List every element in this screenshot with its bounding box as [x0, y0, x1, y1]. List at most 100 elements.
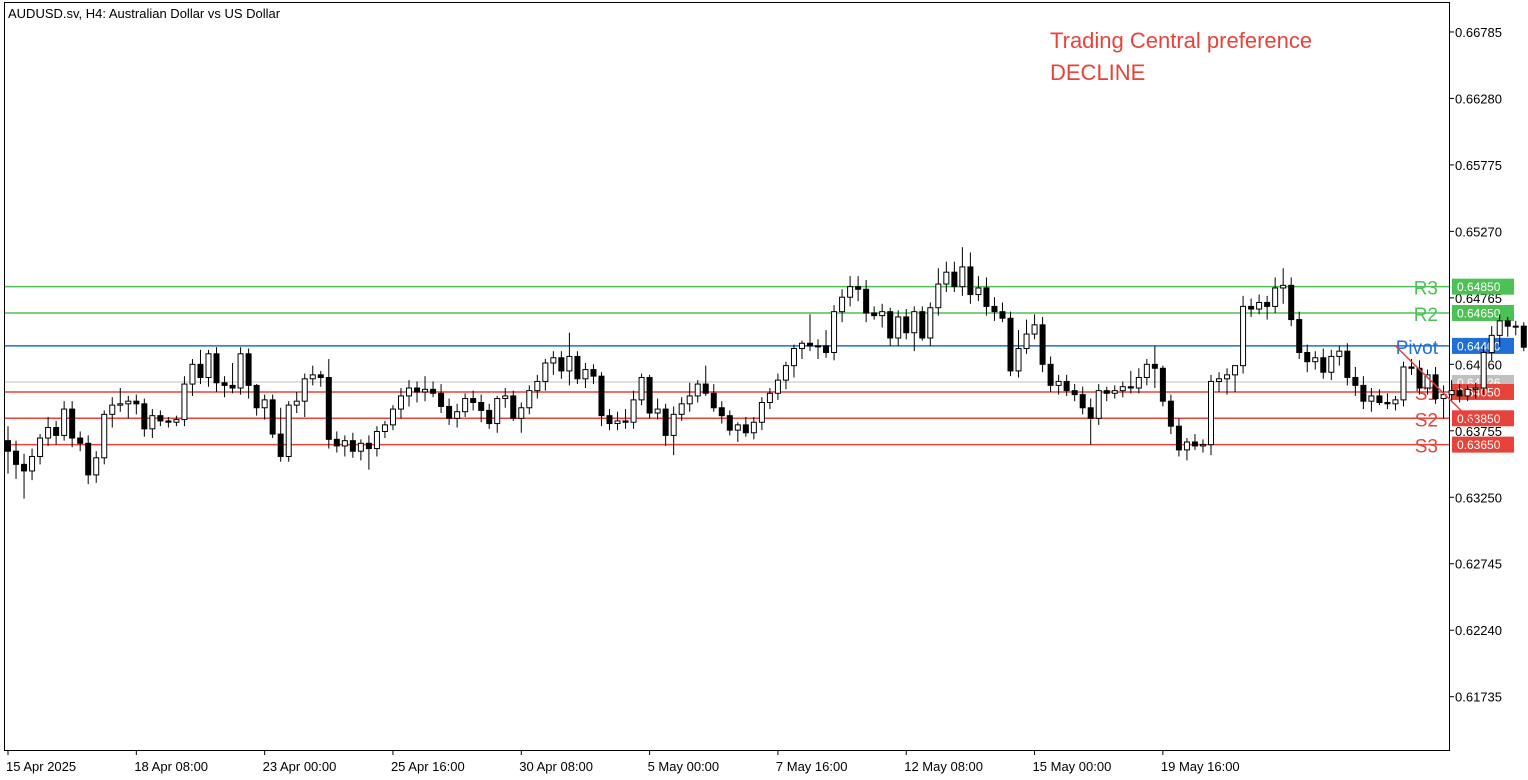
candle-body-bull	[630, 399, 637, 423]
level-label-r3: R3	[1414, 279, 1438, 300]
candle-body-bear	[213, 353, 220, 384]
candle-body-bull	[389, 408, 396, 426]
candle-body-bull	[1216, 378, 1223, 382]
candle-body-bull	[1392, 399, 1399, 405]
y-tick-label: 0.66280	[1455, 91, 1502, 106]
candle-body-bull	[1448, 390, 1455, 396]
x-tick-label: 15 Apr 2025	[6, 759, 76, 774]
candle-body-bear	[951, 271, 958, 288]
y-tick-label: 0.62745	[1455, 557, 1502, 572]
candle-body-bear	[141, 403, 148, 430]
candle-body-bull	[1135, 376, 1142, 389]
x-tick-label: 12 May 08:00	[904, 759, 983, 774]
candle-body-bear	[1520, 325, 1527, 348]
y-tick-label: 0.66785	[1455, 25, 1502, 40]
candle-body-bull	[373, 430, 380, 450]
candle-body-bear	[1344, 350, 1351, 378]
candle-body-bull	[1031, 324, 1038, 335]
candle-body-bull	[1119, 386, 1126, 392]
candle-body-bear	[1079, 394, 1086, 409]
candle-body-bull	[839, 296, 846, 313]
candle-body-bear	[1360, 384, 1367, 402]
candle-body-bear	[1175, 425, 1182, 451]
candle-body-bear	[919, 311, 926, 339]
x-tick-label: 5 May 00:00	[648, 759, 720, 774]
candle-body-bull	[526, 390, 533, 409]
candle-body-bull	[1312, 357, 1319, 363]
candle-body-bear	[349, 440, 356, 452]
candle-body-bear	[710, 392, 717, 409]
candle-body-bear	[863, 288, 870, 314]
candle-body-bear	[325, 376, 332, 440]
y-tick-label: 0.65775	[1455, 158, 1502, 173]
candle-body-bull	[1488, 334, 1495, 353]
x-tick-label: 19 May 16:00	[1161, 759, 1240, 774]
level-tag-r3	[1452, 278, 1514, 295]
candle-body-bull	[422, 388, 429, 393]
candle-body-bear	[317, 374, 324, 378]
candle-body-bull	[1256, 301, 1263, 310]
candle-body-bear	[1151, 363, 1158, 369]
candle-body-bear	[590, 369, 597, 377]
candle-body-bear	[165, 420, 172, 423]
level-label-s1: S1	[1415, 384, 1438, 405]
candle-body-bull	[125, 400, 132, 405]
candle-body-bull	[734, 424, 741, 431]
forecast-arrow-head	[1465, 415, 1477, 427]
candle-body-bear	[1248, 305, 1255, 310]
candle-body-bull	[550, 357, 557, 364]
candle-body-bull	[29, 455, 36, 472]
candle-body-bull	[494, 398, 501, 425]
candle-body-bull	[1272, 287, 1279, 307]
candle-body-bear	[903, 316, 910, 334]
candle-body-bear	[133, 400, 140, 405]
candle-body-bear	[991, 305, 998, 313]
candle-body-bull	[149, 415, 156, 430]
candle-body-bull	[45, 427, 52, 439]
candle-body-bull	[1472, 387, 1479, 390]
candle-body-bear	[1264, 301, 1271, 307]
candle-body-bear	[1408, 366, 1415, 369]
y-axis: 0.667850.662800.657750.652700.647650.642…	[1449, 25, 1502, 705]
candle-body-bull	[694, 383, 701, 397]
candle-body-bull	[1368, 395, 1375, 402]
candle-body-bull	[381, 424, 388, 432]
candle-body-bear	[438, 392, 445, 407]
candle-body-bull	[101, 413, 108, 459]
y-tick-label: 0.64260	[1455, 357, 1502, 372]
candle-body-bear	[486, 409, 493, 425]
level-label-s2: S2	[1415, 410, 1438, 431]
candle-body-bull	[502, 395, 509, 400]
candle-body-bull	[1143, 363, 1150, 378]
candle-body-bear	[558, 357, 565, 372]
candle-body-bull	[935, 283, 942, 309]
candle-body-bear	[1456, 390, 1463, 397]
candle-body-bull	[261, 399, 268, 409]
candle-body-bear	[478, 401, 485, 411]
candle-body-bull	[670, 413, 677, 436]
candle-body-bull	[1224, 374, 1231, 380]
candle-body-bull	[1183, 441, 1190, 451]
candle-body-bull	[943, 271, 950, 285]
candle-body-bull	[1480, 351, 1487, 389]
x-tick-label: 30 Apr 08:00	[519, 759, 593, 774]
candle-body-bull	[397, 395, 404, 410]
candle-body-bull	[895, 316, 902, 339]
candle-body-bear	[221, 382, 228, 386]
level-tag-pivot	[1452, 337, 1514, 354]
candle-body-bull	[1208, 380, 1214, 446]
candle-body-bull	[686, 395, 693, 405]
candle-body-bear	[1047, 363, 1054, 386]
candle-body-bear	[69, 408, 76, 439]
level-label-r2: R2	[1414, 305, 1438, 326]
candle-body-bear	[430, 388, 437, 394]
forecast-overlay	[1394, 345, 1477, 427]
candle-body-bear	[470, 398, 477, 403]
candle-body-bull	[1336, 350, 1343, 357]
candle-body-bull	[518, 407, 525, 419]
candle-body-bull	[1512, 325, 1519, 328]
candle-body-bear	[726, 415, 733, 431]
candle-body-bull	[847, 286, 854, 298]
candle-body-bull	[61, 408, 68, 436]
candle-body-bear	[1504, 320, 1511, 327]
